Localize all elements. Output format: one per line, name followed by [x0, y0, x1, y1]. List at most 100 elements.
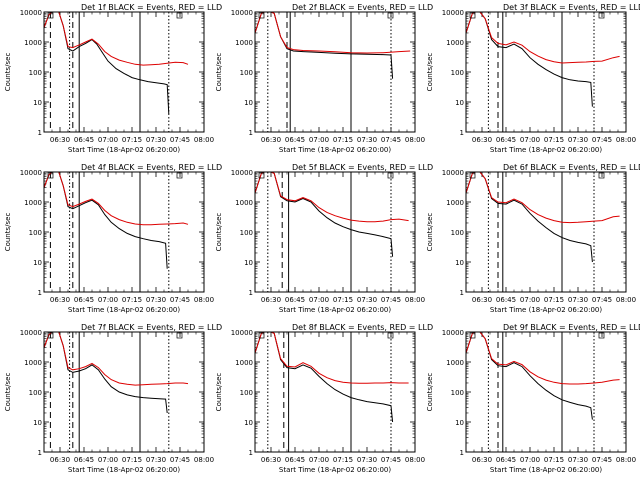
x-tick-label: 07:15: [544, 456, 564, 464]
x-tick-label: 08:00: [194, 456, 214, 464]
x-tick-label: 07:45: [592, 296, 612, 304]
top-right-marker: [598, 172, 605, 179]
detector-panel: Det 9f BLACK = Events, RED = LLD Counts/s…: [426, 323, 640, 474]
y-axis-label: Counts/sec: [426, 213, 434, 252]
x-tick-label: 07:00: [98, 136, 118, 144]
y-tick-label: 1000: [235, 359, 253, 367]
y-tick-label: 10000: [442, 9, 464, 17]
x-tick-label: 08:00: [405, 456, 425, 464]
y-tick-label: 10000: [20, 169, 42, 177]
y-tick-label: 1: [38, 129, 42, 137]
y-tick-label: 10: [455, 99, 464, 107]
y-tick-label: 100: [240, 389, 253, 397]
y-tick-label: 10000: [442, 329, 464, 337]
x-axis-label: Start Time (18-Apr-02 06:20:00): [490, 306, 602, 314]
y-axis-label: Counts/sec: [426, 53, 434, 92]
y-axis-label: Counts/sec: [4, 213, 12, 252]
y-tick-label: 100: [451, 229, 464, 237]
detector-panel: Det 5f BLACK = Events, RED = LLD Counts/s…: [215, 163, 433, 314]
x-tick-label: 08:00: [616, 136, 636, 144]
y-tick-label: 1: [249, 129, 253, 137]
x-tick-label: 07:45: [592, 136, 612, 144]
y-tick-label: 100: [29, 229, 42, 237]
x-tick-label: 07:30: [568, 456, 588, 464]
y-tick-label: 1000: [24, 39, 42, 47]
y-axis-label: Counts/sec: [215, 213, 223, 252]
x-tick-label: 07:30: [357, 296, 377, 304]
top-right-marker: [387, 332, 394, 339]
events-series-line: [255, 12, 394, 79]
x-tick-label: 06:45: [285, 296, 305, 304]
y-axis-label: Counts/sec: [4, 373, 12, 412]
events-series-line: [44, 12, 170, 114]
top-left-marker: [469, 172, 476, 179]
x-axis-label: Start Time (18-Apr-02 06:20:00): [279, 466, 391, 474]
x-axis-label: Start Time (18-Apr-02 06:20:00): [68, 146, 180, 154]
x-tick-label: 08:00: [405, 136, 425, 144]
x-tick-label: 06:45: [496, 456, 516, 464]
x-tick-label: 06:30: [50, 456, 70, 464]
y-tick-label: 100: [240, 69, 253, 77]
top-right-marker: [387, 172, 394, 179]
x-tick-label: 08:00: [194, 296, 214, 304]
x-tick-label: 07:00: [309, 456, 329, 464]
y-tick-label: 100: [451, 389, 464, 397]
x-tick-label: 06:30: [472, 456, 492, 464]
top-right-marker: [176, 172, 183, 179]
plot-frame: [465, 331, 627, 453]
events-series-line: [466, 172, 593, 263]
y-tick-label: 10: [244, 259, 253, 267]
x-tick-label: 07:30: [568, 136, 588, 144]
lld-series-line: [44, 12, 189, 66]
y-tick-label: 10: [33, 99, 42, 107]
x-axis-label: Start Time (18-Apr-02 06:20:00): [490, 466, 602, 474]
events-series-line: [255, 172, 394, 257]
x-tick-label: 07:15: [333, 136, 353, 144]
x-tick-label: 07:00: [98, 456, 118, 464]
y-tick-label: 10000: [231, 9, 253, 17]
top-right-marker: [598, 12, 605, 19]
x-tick-label: 06:45: [74, 136, 94, 144]
top-right-marker: [598, 332, 605, 339]
lld-series-line: [44, 172, 189, 226]
detector-panel: Det 1f BLACK = Events, RED = LLD Counts/s…: [4, 3, 222, 154]
plot-frame: [43, 331, 205, 453]
x-axis-label: Start Time (18-Apr-02 06:20:00): [68, 466, 180, 474]
x-tick-label: 07:15: [122, 136, 142, 144]
plot-frame: [254, 11, 416, 133]
y-tick-label: 1000: [24, 199, 42, 207]
lld-series-line: [466, 332, 620, 385]
y-tick-label: 10: [244, 99, 253, 107]
y-axis-label: Counts/sec: [4, 53, 12, 92]
y-tick-label: 1: [460, 129, 464, 137]
top-left-marker: [258, 172, 265, 179]
y-tick-label: 1: [249, 449, 253, 457]
y-tick-label: 100: [29, 69, 42, 77]
x-tick-label: 07:30: [146, 296, 166, 304]
x-tick-label: 07:45: [170, 296, 190, 304]
panel-title: Det 5f BLACK = Events, RED = LLD: [292, 163, 433, 172]
x-tick-label: 07:45: [170, 136, 190, 144]
top-right-marker: [176, 332, 183, 339]
y-tick-label: 10000: [20, 329, 42, 337]
y-tick-label: 100: [240, 229, 253, 237]
lld-series-line: [255, 172, 409, 223]
y-tick-label: 10000: [231, 169, 253, 177]
y-tick-label: 10: [455, 259, 464, 267]
x-tick-label: 06:45: [74, 456, 94, 464]
x-tick-label: 07:30: [357, 136, 377, 144]
x-axis-label: Start Time (18-Apr-02 06:20:00): [68, 306, 180, 314]
x-tick-label: 06:30: [261, 136, 281, 144]
x-tick-label: 07:30: [568, 296, 588, 304]
y-tick-label: 10000: [231, 329, 253, 337]
panel-title: Det 3f BLACK = Events, RED = LLD: [503, 3, 640, 12]
top-left-marker: [47, 172, 54, 179]
panel-title: Det 1f BLACK = Events, RED = LLD: [81, 3, 222, 12]
lld-series-line: [255, 332, 409, 384]
y-tick-label: 1000: [446, 39, 464, 47]
y-axis-label: Counts/sec: [215, 373, 223, 412]
x-tick-label: 07:00: [520, 296, 540, 304]
x-tick-label: 07:30: [146, 456, 166, 464]
x-tick-label: 07:45: [170, 456, 190, 464]
